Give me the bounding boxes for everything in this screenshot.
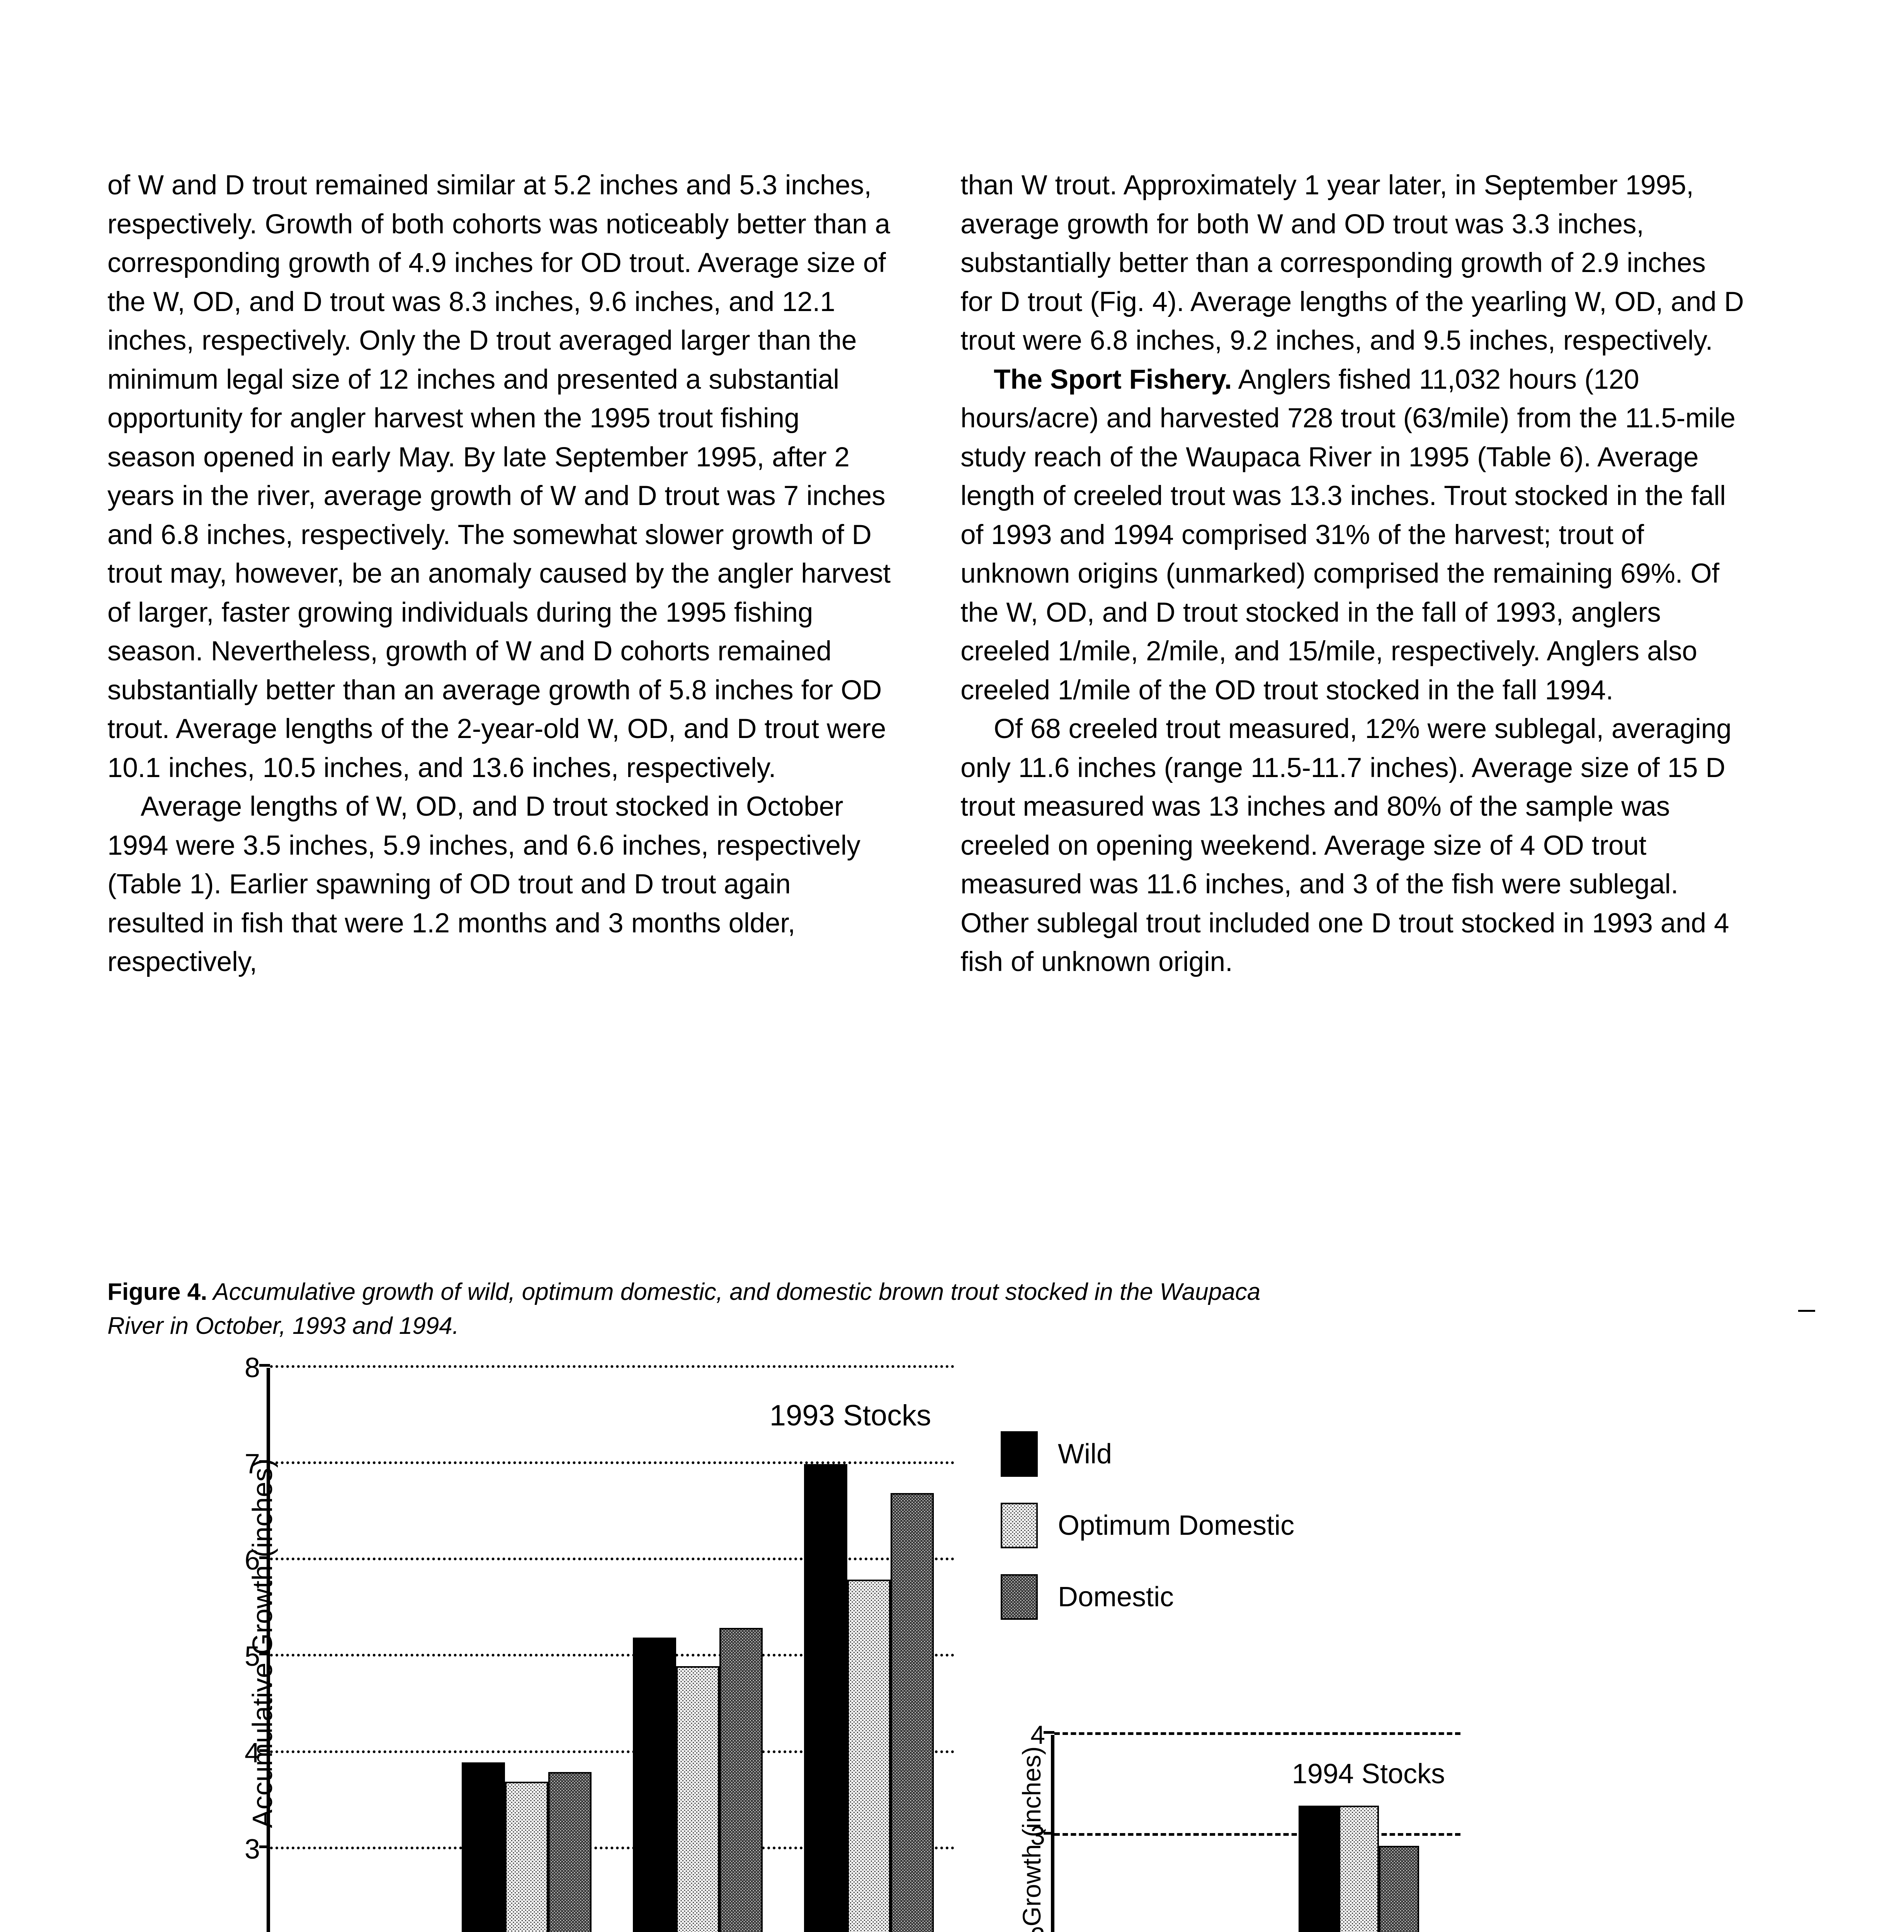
chart-legend: Wild Optimum Domestic Domestic bbox=[1001, 1418, 1464, 1633]
bar-group bbox=[1258, 1735, 1461, 1932]
legend-item-domestic: Domestic bbox=[1001, 1561, 1464, 1633]
article-body: of W and D trout remained similar at 5.2… bbox=[107, 166, 1807, 982]
legend-label-optimum-domestic: Optimum Domestic bbox=[1058, 1510, 1295, 1541]
figure-4: Accumulative Growth (inches) 1993 Stocks… bbox=[0, 1345, 1904, 1932]
bar-wild bbox=[1299, 1805, 1339, 1932]
bar-group bbox=[1054, 1735, 1258, 1932]
bar-group bbox=[612, 1368, 784, 1932]
gridline bbox=[1054, 1732, 1460, 1735]
y-axis-tick-mark bbox=[1044, 1731, 1054, 1734]
figure-caption-label: Figure 4. bbox=[107, 1279, 207, 1305]
paragraph-creeled-trout: Of 68 creeled trout measured, 12% were s… bbox=[960, 714, 1732, 977]
y-axis-tick-mark bbox=[259, 1364, 270, 1367]
bar-optimum-domestic bbox=[505, 1782, 549, 1932]
chart-title-1993: 1993 Stocks bbox=[769, 1399, 931, 1432]
chart-1994-stocks: Accumulative Growth (inches) 1994 Stocks… bbox=[1005, 1722, 1461, 1932]
gridline bbox=[270, 1654, 954, 1657]
legend-swatch-optimum-domestic-icon bbox=[1001, 1502, 1038, 1548]
legend-label-domestic: Domestic bbox=[1058, 1581, 1174, 1612]
y-axis-tick-label: 4 bbox=[244, 1737, 260, 1769]
gridline bbox=[270, 1846, 954, 1849]
bar-group bbox=[783, 1368, 954, 1932]
y-axis-tick-label: 7 bbox=[244, 1449, 260, 1480]
page-edge-mark bbox=[1798, 1310, 1815, 1312]
gridline bbox=[1054, 1833, 1460, 1836]
left-column: of W and D trout remained similar at 5.2… bbox=[107, 166, 892, 982]
sport-fishery-heading: The Sport Fishery. bbox=[994, 364, 1232, 395]
y-axis-tick-mark bbox=[259, 1749, 270, 1752]
paragraph-continuation: of W and D trout remained similar at 5.2… bbox=[107, 170, 891, 783]
chart-1993-stocks: Accumulative Growth (inches) 1993 Stocks… bbox=[216, 1354, 954, 1932]
y-axis-tick-mark bbox=[259, 1460, 270, 1463]
y-axis-tick-mark bbox=[259, 1556, 270, 1560]
bar-group bbox=[441, 1368, 612, 1932]
gridline bbox=[270, 1558, 954, 1561]
y-axis-tick-label: 6 bbox=[244, 1545, 260, 1576]
bar-wild bbox=[462, 1762, 505, 1932]
bar-optimum-domestic bbox=[1339, 1805, 1379, 1932]
sport-fishery-body: Anglers fished 11,032 hours (120 hours/a… bbox=[960, 364, 1736, 706]
plot-area-main: 1993 Stocks 0123456787121924 bbox=[245, 1354, 954, 1932]
paragraph-oct-1994-lengths: Average lengths of W, OD, and D trout st… bbox=[107, 791, 860, 977]
bar-optimum-domestic bbox=[676, 1666, 719, 1932]
legend-swatch-domestic-icon bbox=[1001, 1574, 1038, 1620]
y-axis-tick-label: 2 bbox=[1030, 1923, 1045, 1932]
figure-caption-text: Accumulative growth of wild, optimum dom… bbox=[107, 1279, 1261, 1339]
y-axis-tick-label: 4 bbox=[1030, 1720, 1045, 1750]
gridline bbox=[270, 1461, 954, 1464]
chart-title-1994: 1994 Stocks bbox=[1292, 1759, 1445, 1789]
y-axis-tick-mark bbox=[1044, 1832, 1054, 1835]
gridline bbox=[270, 1365, 954, 1368]
y-axis-tick-mark bbox=[259, 1845, 270, 1848]
bar-group bbox=[270, 1368, 441, 1932]
bar-domestic bbox=[890, 1493, 934, 1932]
plot-area-inset: 1994 Stocks 01234712 bbox=[1030, 1722, 1461, 1932]
y-axis-tick-label: 3 bbox=[1030, 1821, 1045, 1850]
gridline bbox=[270, 1750, 954, 1753]
legend-swatch-wild-icon bbox=[1001, 1431, 1038, 1477]
y-axis-tick-label: 3 bbox=[244, 1833, 260, 1865]
bar-wild bbox=[632, 1637, 676, 1932]
bar-domestic bbox=[719, 1628, 763, 1932]
figure-caption: Figure 4. Accumulative growth of wild, o… bbox=[107, 1275, 1313, 1343]
legend-item-optimum-domestic: Optimum Domestic bbox=[1001, 1490, 1464, 1561]
legend-label-wild: Wild bbox=[1058, 1438, 1112, 1469]
bar-domestic bbox=[548, 1772, 592, 1932]
bar-wild bbox=[804, 1464, 847, 1932]
paragraph-yearling-growth: than W trout. Approximately 1 year later… bbox=[960, 170, 1744, 356]
right-column: than W trout. Approximately 1 year later… bbox=[960, 166, 1745, 982]
y-axis-tick-label: 5 bbox=[244, 1641, 260, 1672]
bar-domestic bbox=[1379, 1845, 1420, 1932]
y-axis-tick-mark bbox=[259, 1653, 270, 1656]
y-axis-tick-label: 8 bbox=[244, 1352, 260, 1383]
bar-optimum-domestic bbox=[847, 1580, 891, 1932]
legend-item-wild: Wild bbox=[1001, 1418, 1464, 1490]
paragraph-sport-fishery: The Sport Fishery. Anglers fished 11,032… bbox=[960, 361, 1745, 710]
